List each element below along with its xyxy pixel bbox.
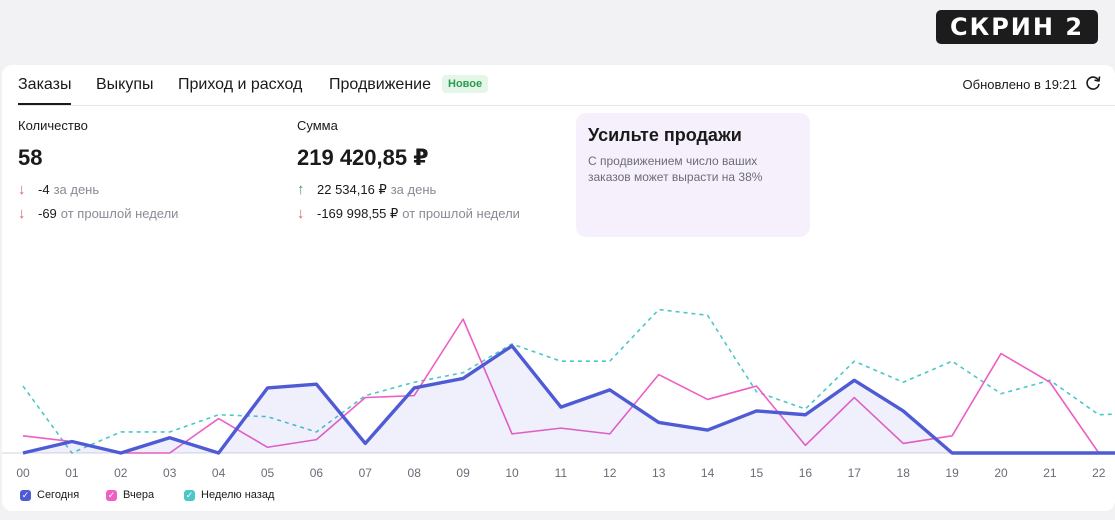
sum-value: 219 420,85 ₽ xyxy=(297,145,429,170)
x-tick-label: 13 xyxy=(652,466,666,480)
x-tick-label: 02 xyxy=(114,466,128,480)
x-tick-label: 01 xyxy=(65,466,79,480)
x-tick-label: 16 xyxy=(799,466,813,480)
screenshot-label: СКРИН 2 xyxy=(936,10,1098,44)
x-tick-label: 11 xyxy=(555,466,568,480)
x-tick-label: 18 xyxy=(897,466,911,480)
tab-income-expense[interactable]: Приход и расход xyxy=(178,76,303,93)
tab-promotion[interactable]: Продвижение xyxy=(329,76,431,93)
orders-card: Заказы Выкупы Приход и расход Продвижени… xyxy=(2,65,1115,511)
count-day-label: за день xyxy=(53,182,100,197)
series-area-today xyxy=(23,345,1115,453)
sum-day-delta: ↑ 22 534,16 ₽ за день xyxy=(297,181,436,198)
x-tick-label: 08 xyxy=(408,466,422,480)
x-tick-label: 21 xyxy=(1043,466,1057,480)
count-title: Количество xyxy=(18,118,88,133)
count-week-value: -69 xyxy=(38,206,57,221)
count-day-value: -4 xyxy=(38,182,50,197)
legend-item-yesterday[interactable]: ✓ Вчера xyxy=(106,489,154,501)
x-tick-label: 07 xyxy=(359,466,373,480)
x-tick-label: 03 xyxy=(163,466,177,480)
refresh-icon[interactable] xyxy=(1083,73,1103,93)
legend-item-week-ago[interactable]: ✓ Неделю назад xyxy=(184,489,274,501)
tabs-bar: Заказы Выкупы Приход и расход Продвижени… xyxy=(18,65,1115,106)
series-line-yesterday xyxy=(22,318,1115,454)
count-week-label: от прошлой недели xyxy=(60,206,179,221)
x-tick-label: 09 xyxy=(456,466,470,480)
updated-time: Обновлено в 19:21 xyxy=(962,77,1077,92)
arrow-down-icon: ↓ xyxy=(18,205,26,222)
orders-line-chart: 00 01 02 03 04 05 06 07 08 09 10 11 12 13 14 15 16 17 18 19… xyxy=(2,308,1115,480)
sum-week-value: -169 998,55 ₽ xyxy=(317,206,399,221)
x-tick-label: 15 xyxy=(750,466,764,480)
promo-text: С продвижением число ваших заказов может… xyxy=(588,154,763,184)
checkbox-icon: ✓ xyxy=(184,489,195,501)
checkbox-icon: ✓ xyxy=(20,489,31,501)
x-tick-label: 05 xyxy=(261,466,275,480)
x-tick-label: 04 xyxy=(212,466,226,480)
sum-day-value: 22 534,16 ₽ xyxy=(317,182,387,197)
legend-label-week-ago: Неделю назад xyxy=(201,489,275,501)
sum-week-delta: ↓ -169 998,55 ₽ от прошлой недели xyxy=(297,205,520,222)
x-tick-label: 14 xyxy=(701,466,715,480)
legend-label-yesterday: Вчера xyxy=(123,489,155,501)
legend-label-today: Сегодня xyxy=(37,489,80,501)
sum-title: Сумма xyxy=(297,118,338,133)
count-week-delta: ↓ -69 от прошлой недели xyxy=(18,205,178,222)
x-tick-label: 20 xyxy=(994,466,1008,480)
promo-title: Усильте продажи xyxy=(588,125,742,145)
sum-week-label: от прошлой недели xyxy=(402,206,520,221)
legend-item-today[interactable]: ✓ Сегодня xyxy=(20,489,79,501)
promo-card[interactable]: Усильте продажи С продвижением число ваш… xyxy=(576,113,810,237)
tab-orders[interactable]: Заказы xyxy=(18,76,72,105)
sum-day-label: за день xyxy=(390,182,437,197)
arrow-up-icon: ↑ xyxy=(297,181,305,198)
x-tick-label: 19 xyxy=(945,466,959,480)
x-tick-label: 06 xyxy=(310,466,324,480)
new-badge: Новое xyxy=(442,75,489,93)
tab-buyouts[interactable]: Выкупы xyxy=(96,76,154,93)
count-value: 58 xyxy=(18,145,43,170)
arrow-down-icon: ↓ xyxy=(18,181,26,198)
count-day-delta: ↓ -4 за день xyxy=(18,181,99,198)
x-tick-label: 17 xyxy=(848,466,862,480)
x-tick-label: 10 xyxy=(505,466,519,480)
x-tick-label: 12 xyxy=(603,466,617,480)
x-tick-label: 00 xyxy=(16,466,30,480)
x-tick-label: 22 xyxy=(1092,466,1106,480)
series-line-today xyxy=(22,344,1115,455)
checkbox-icon: ✓ xyxy=(106,489,117,501)
arrow-down-icon: ↓ xyxy=(297,205,305,222)
